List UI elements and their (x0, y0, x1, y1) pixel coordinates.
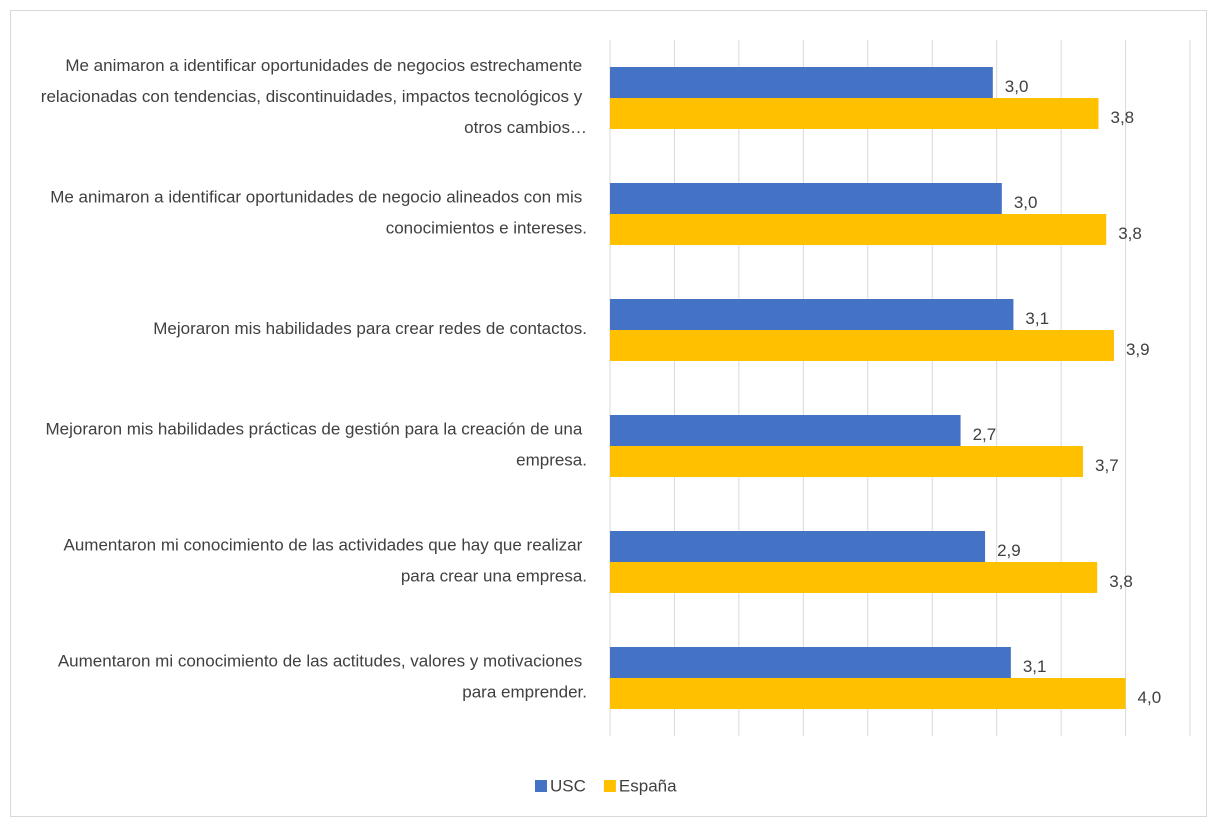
data-label: 3,1 (1023, 657, 1047, 676)
y-tick-label: Aumentaron mi conocimiento de las actitu… (58, 652, 587, 702)
y-tick-label: Mejoraron mis habilidades prácticas de g… (46, 420, 587, 470)
data-label: 3,9 (1126, 340, 1150, 359)
data-label: 3,8 (1109, 572, 1133, 591)
bar (610, 531, 986, 562)
data-label: 3,0 (1005, 77, 1029, 96)
bar (610, 647, 1011, 678)
data-label: 2,7 (973, 425, 997, 444)
bar (610, 299, 1014, 330)
bar (610, 446, 1084, 477)
data-label: 3,0 (1014, 193, 1038, 212)
y-tick-label: Aumentaron mi conocimiento de las activi… (63, 536, 587, 586)
legend-label: USC (550, 776, 586, 795)
y-tick-label: Me animaron a identificar oportunidades … (50, 188, 587, 238)
data-label: 2,9 (997, 541, 1021, 560)
y-tick-label: Mejoraron mis habilidades para crear red… (153, 319, 587, 338)
data-label: 4,0 (1138, 688, 1162, 707)
bar (610, 214, 1107, 245)
bar (610, 183, 1002, 214)
legend-swatch (535, 780, 547, 792)
bar (610, 330, 1114, 361)
legend-label: España (619, 776, 677, 795)
bar (610, 67, 993, 98)
bar (610, 415, 961, 446)
data-label: 3,1 (1025, 309, 1049, 328)
data-label: 3,7 (1095, 456, 1119, 475)
bar (610, 678, 1126, 709)
data-label: 3,8 (1110, 108, 1134, 127)
bar (610, 562, 1098, 593)
bar (610, 98, 1099, 129)
y-tick-label: Me animaron a identificar oportunidades … (41, 56, 587, 137)
data-label: 3,8 (1118, 224, 1142, 243)
legend-swatch (603, 780, 616, 792)
